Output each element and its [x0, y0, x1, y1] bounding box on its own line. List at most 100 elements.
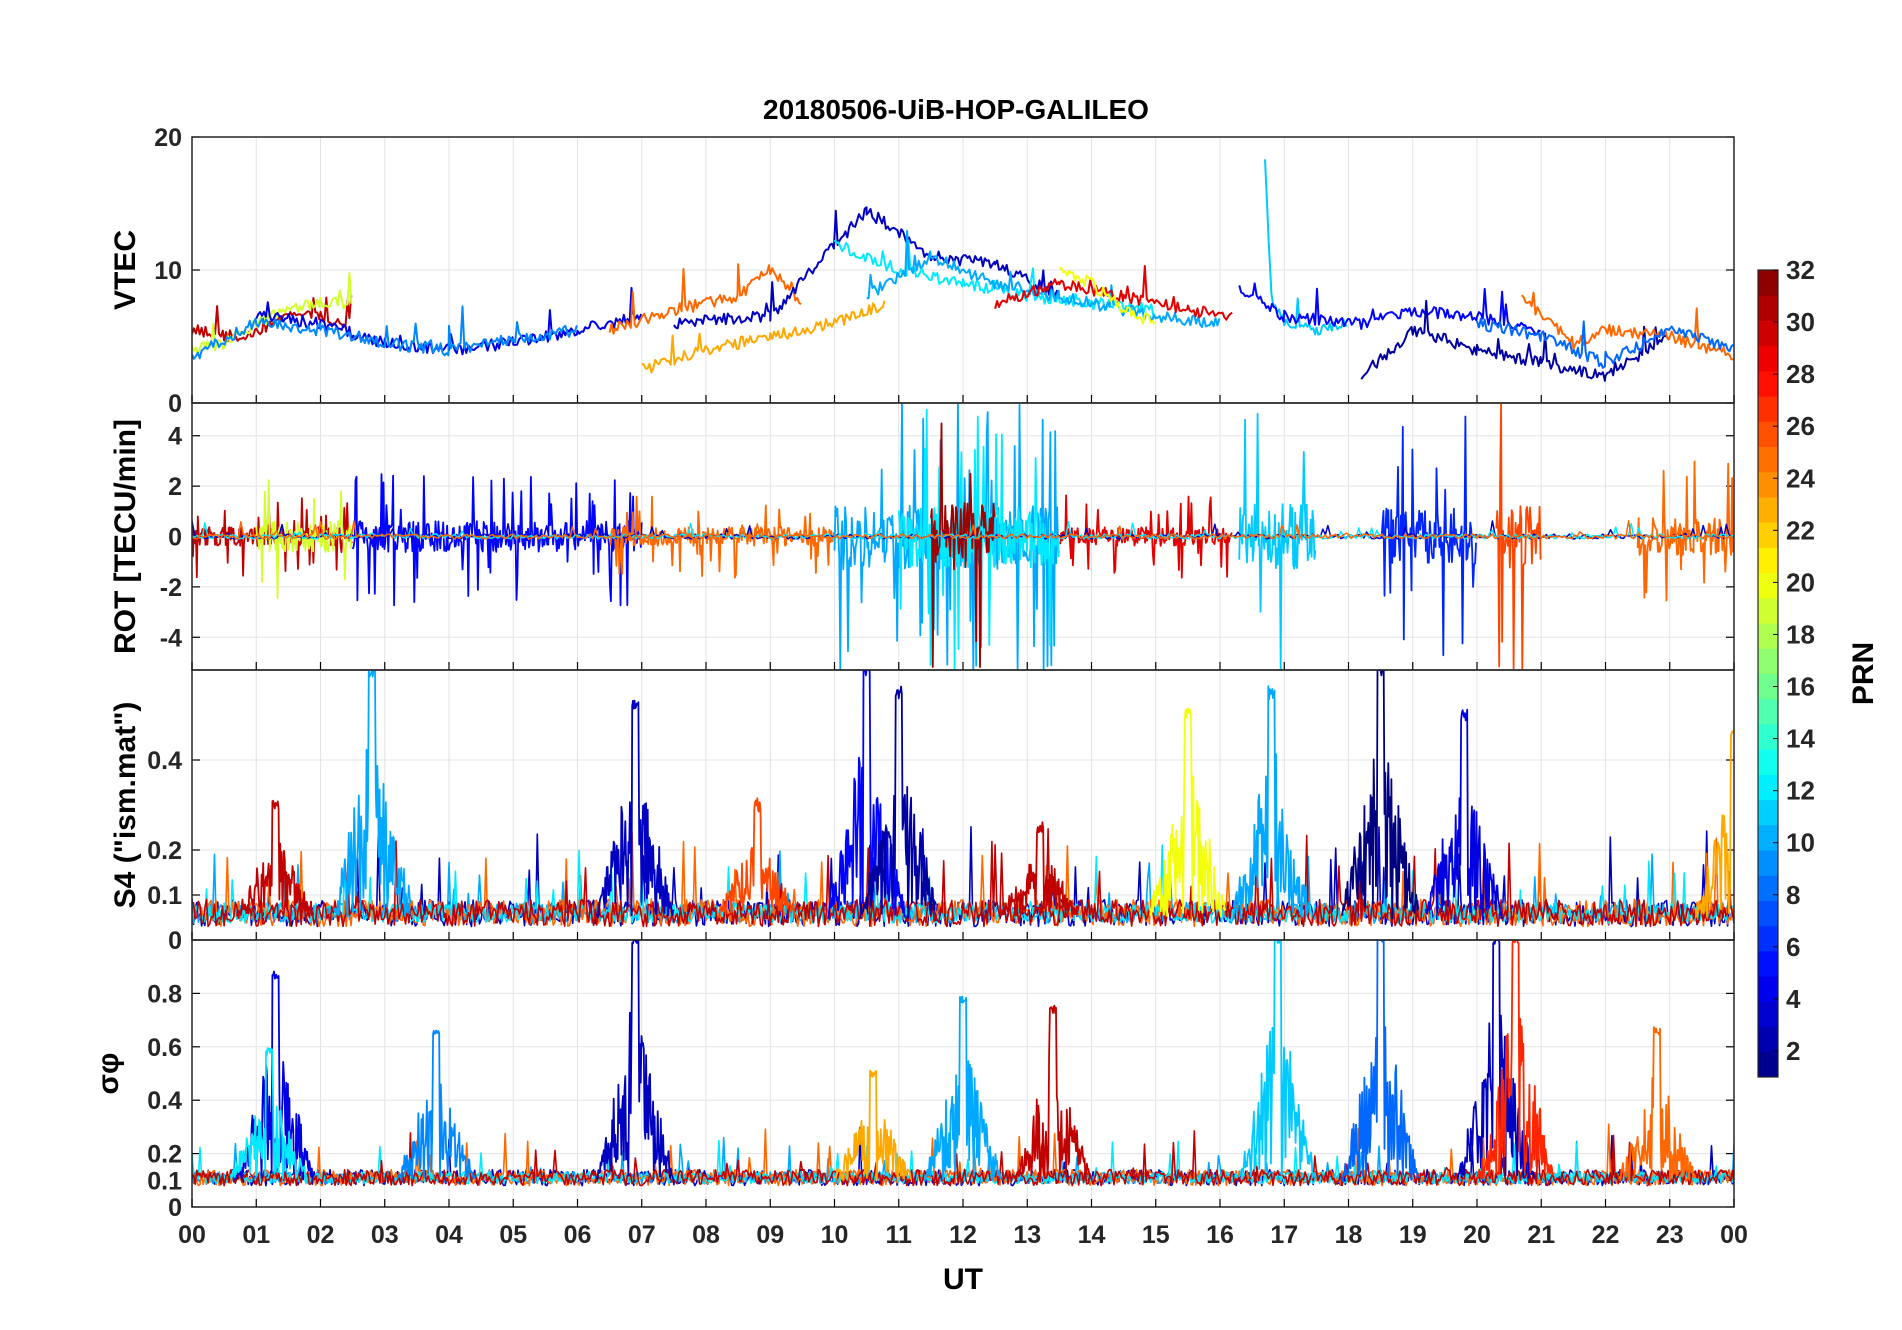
colorbar-tick-label: 8	[1786, 880, 1800, 910]
sigma_phi-peak-prn-8	[1341, 940, 1420, 1182]
y-tick-label: -4	[160, 624, 182, 652]
colorbar-frame	[1757, 269, 1779, 1078]
y-tick-label: 0	[168, 524, 182, 552]
colorbar-tick-label: 4	[1786, 984, 1801, 1014]
colorbar-segment	[1758, 446, 1778, 473]
x-tick-label: 21	[1527, 1221, 1555, 1249]
y-tick-label: 0.4	[147, 747, 182, 775]
colorbar-segment	[1758, 950, 1778, 977]
y-tick-label: 0	[168, 927, 182, 955]
colorbar-segment	[1758, 850, 1778, 876]
x-axis: 00 01 02 03 04 05 06 07 08 09 10 11 12 13 14 15 16 17 18 19…	[178, 1221, 1748, 1296]
s4-peak-prn-10	[332, 670, 411, 917]
colorbar-segment	[1758, 547, 1778, 574]
y-tick-label: 4	[168, 423, 182, 451]
colorbar-segment	[1758, 900, 1778, 927]
rot-series-prn-26	[1495, 403, 1542, 670]
colorbar-segment	[1758, 875, 1778, 901]
rot-series-prn-5	[351, 473, 643, 607]
vtec-series-prn-8	[1476, 317, 1734, 369]
sigma_phi-peak-prn-27	[1476, 940, 1554, 1180]
sigma_phi-background-prn-25	[192, 1123, 1734, 1187]
x-tick-label: 23	[1656, 1221, 1684, 1249]
s4-peak-prn-26	[718, 797, 796, 920]
colorbar-tick-label: 2	[1786, 1036, 1800, 1066]
colorbar-segment	[1758, 471, 1778, 498]
x-tick-label: 12	[949, 1221, 977, 1249]
colorbar-tick-label: 6	[1786, 932, 1800, 962]
rot-series-prn-12	[897, 408, 1060, 670]
s4-background-prn-30	[192, 828, 1734, 928]
x-tick-label: 05	[499, 1221, 527, 1249]
vtec-series-prn-25	[608, 263, 802, 335]
s4-peak-prn-30	[236, 799, 315, 920]
sigma_phi-peak-prn-11	[1238, 940, 1317, 1181]
sigma_phi-peak-prn-3	[1456, 940, 1535, 1180]
sigma_phi-peak-prn-10	[923, 995, 1002, 1182]
sigma_phi-background-prn-12	[192, 1139, 1734, 1185]
colorbar-tick-label: 28	[1786, 359, 1815, 389]
sigma_phi-peak-prn-25	[1618, 1026, 1696, 1181]
colorbar-segment	[1758, 749, 1778, 775]
y-tick-label: 0.4	[147, 1087, 182, 1115]
plot-area	[192, 670, 1734, 928]
vtec-series-prn-10	[866, 230, 1221, 328]
vtec-series-prn-23	[641, 300, 886, 374]
y-tick-label: -2	[160, 574, 182, 602]
panel-sigma_phi: 00.10.2 0.4 0.6 0.8 σφ	[92, 939, 1735, 1222]
y-tick-label: 0.1	[147, 882, 182, 910]
y-tick-label: 0	[168, 1194, 182, 1222]
colorbar-segment	[1758, 295, 1778, 321]
colorbar-tick-label: 22	[1786, 515, 1815, 545]
panel-rot: -4 -2 0 2 4 ROT [TECU/min]	[109, 402, 1735, 671]
colorbar-segment	[1758, 1001, 1778, 1028]
x-tick-label: 00	[178, 1221, 206, 1249]
vtec-series-prn-11	[1264, 159, 1348, 336]
colorbar-tick-label: 24	[1786, 463, 1815, 493]
x-tick-label: 04	[435, 1221, 463, 1249]
x-tick-label: 01	[242, 1221, 270, 1249]
rot-series-prn-31	[930, 422, 996, 668]
colorbar-tick-label: 14	[1786, 724, 1815, 754]
rot-baseline-prn-3	[192, 520, 1734, 540]
colorbar-segment	[1758, 698, 1778, 725]
colorbar-segment	[1758, 673, 1778, 700]
s4-peak-prn-20	[1148, 707, 1227, 918]
s4-peak-prn-4	[1424, 708, 1503, 919]
colorbar-segment	[1758, 572, 1778, 599]
sigma_phi-peak-prn-23	[833, 1069, 912, 1181]
colorbar-tick-label: 30	[1786, 307, 1815, 337]
colorbar-segment	[1758, 774, 1778, 801]
colorbar-tick-label: 10	[1786, 828, 1815, 858]
colorbar-segment	[1758, 345, 1778, 372]
x-tick-label: 03	[371, 1221, 399, 1249]
plot-area	[192, 403, 1734, 670]
panel-vtec: 0 10 20 VTEC	[109, 124, 1735, 418]
x-axis-label: UT	[943, 1263, 983, 1296]
y-tick-label: 2	[168, 473, 182, 501]
plot-area	[192, 159, 1734, 382]
s4-peak-prn-3	[595, 699, 675, 919]
x-tick-label: 18	[1335, 1221, 1363, 1249]
vtec-series-prn-30	[192, 295, 353, 343]
colorbar-segment	[1758, 597, 1778, 624]
s4-background-prn-25	[192, 832, 1734, 928]
y-axis-label: ROT [TECU/min]	[109, 419, 142, 654]
y-axis-label: S4 ("ism.mat")	[109, 702, 142, 909]
x-tick-label: 09	[756, 1221, 784, 1249]
vtec-series-prn-20	[1059, 266, 1156, 325]
x-tick-label: 20	[1463, 1221, 1491, 1249]
colorbar-segment	[1758, 976, 1778, 1002]
vtec-series-prn-5	[1238, 282, 1541, 336]
colorbar-segment	[1758, 1051, 1778, 1078]
y-tick-label: 0.6	[147, 1034, 182, 1062]
colorbar-label: PRN	[1847, 642, 1880, 705]
vtec-series-prn-3	[673, 206, 1060, 330]
y-tick-label: 0.8	[147, 980, 182, 1008]
colorbar-segment	[1758, 824, 1778, 851]
x-tick-label: 10	[821, 1221, 849, 1249]
colorbar-segment	[1758, 623, 1778, 649]
rot-series-prn-11	[1238, 412, 1317, 670]
